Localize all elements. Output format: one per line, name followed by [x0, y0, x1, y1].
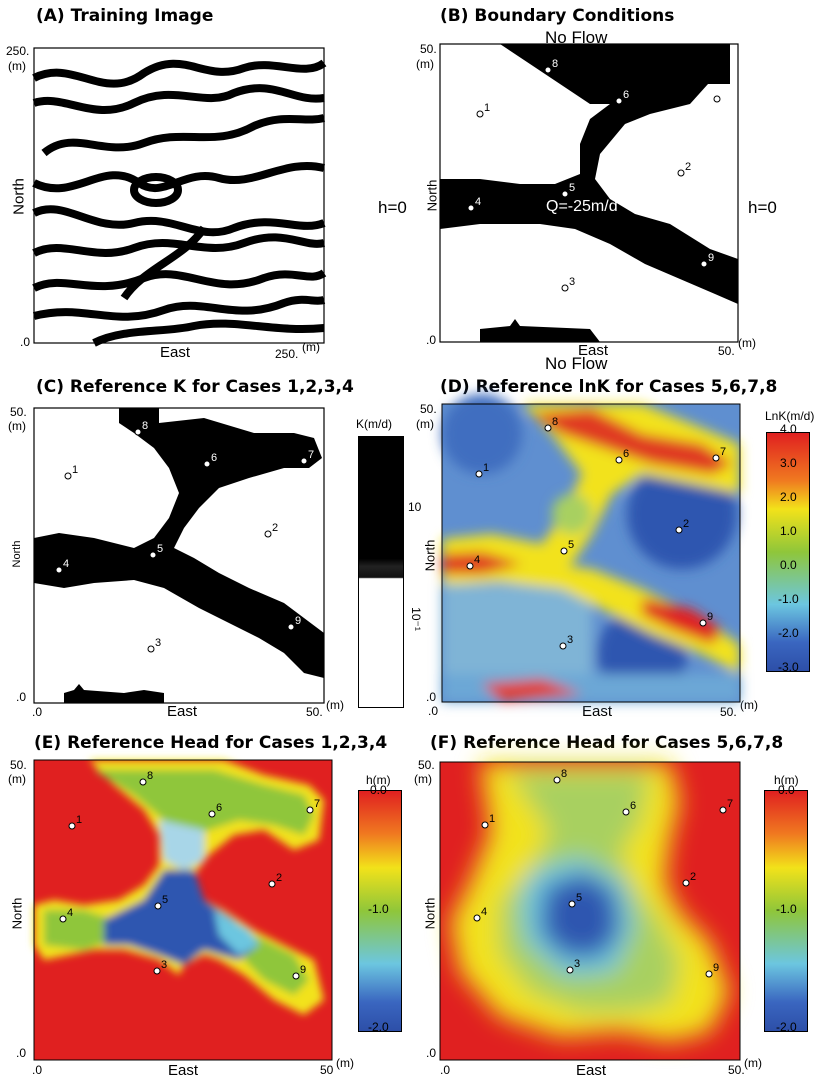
panel-c-colorbar-title: K(m/d): [356, 417, 392, 431]
panel-f-ytick-unit: (m): [414, 772, 432, 786]
panel-a-title: (A) Training Image: [36, 6, 214, 26]
panel-a-ylabel: North: [10, 178, 28, 215]
panel-f-colorbar-tick-0: 0.0: [778, 783, 795, 797]
panel-d-colorbar-tick-4: 0.0: [780, 558, 797, 572]
reference-head-map-cases-1-4: [33, 759, 333, 1061]
panel-f-colorbar-title: h(m): [774, 773, 799, 787]
panel-c-colorbar-tick-high: 10: [408, 500, 422, 514]
panel-c-title: (C) Reference K for Cases 1,2,3,4: [36, 377, 354, 397]
panel-f-ytick-top: 50.: [418, 758, 435, 772]
panel-e-colorbar: [358, 790, 402, 1032]
panel-f-tick-zero: .0: [426, 1046, 437, 1060]
panel-b-right-boundary: h=0: [748, 198, 777, 217]
panel-b-tick-zero: .0: [426, 333, 437, 347]
panel-a-xtick-right: 250.: [275, 347, 299, 361]
panel-f-xtick-unit: (m): [744, 1056, 762, 1070]
panel-f-colorbar-tick-2: -2.0: [776, 1020, 797, 1034]
panel-e-colorbar-tick-0: 0.0: [370, 783, 387, 797]
panel-e-xtick-zero: .0: [32, 1063, 43, 1077]
panel-a-xlabel: East: [160, 344, 191, 361]
reference-k-map: [33, 407, 325, 704]
panel-e-colorbar-tick-1: -1.0: [368, 902, 389, 916]
panel-d-ytick-top: 50.: [420, 402, 437, 416]
panel-d-title: (D) Reference lnK for Cases 5,6,7,8: [440, 377, 778, 397]
panel-b-left-boundary: h=0: [378, 198, 407, 217]
panel-b-bottom-boundary: No Flow: [545, 354, 608, 373]
panel-b-xlabel: East: [578, 342, 609, 359]
panel-d-colorbar-title: LnK(m/d): [765, 409, 815, 423]
panel-f-xlabel: East: [576, 1062, 607, 1079]
panel-b-ytick-unit: (m): [416, 57, 434, 71]
panel-e-ytick-unit: (m): [8, 772, 26, 786]
panel-b-top-boundary: No Flow: [545, 28, 608, 47]
panel-d-colorbar-tick-3: 1.0: [780, 524, 797, 538]
panel-c-ytick-unit: (m): [8, 419, 26, 433]
training-image: [32, 47, 327, 347]
panel-e-colorbar-tick-2: -2.0: [368, 1020, 389, 1034]
panel-f-xtick-zero: .0: [440, 1063, 451, 1077]
panel-d-ylabel: North: [422, 539, 438, 572]
panel-b-xtick-unit: (m): [738, 336, 756, 350]
panel-f-title: (F) Reference Head for Cases 5,6,7,8: [430, 733, 784, 753]
panel-f-colorbar: [764, 790, 808, 1032]
panel-c-tick-zero: .0: [16, 690, 27, 704]
panel-e-ytick-top: 50.: [10, 758, 27, 772]
panel-c-xtick-right: 50.: [306, 705, 323, 719]
panel-c-xtick-zero: .0: [32, 705, 43, 719]
panel-d-colorbar-tick-7: -3.0: [778, 660, 799, 674]
panel-b-ytick-top: 50.: [420, 42, 437, 56]
panel-c-colorbar-tick-low: 10⁻¹: [408, 607, 423, 631]
panel-d-xtick-unit: (m): [740, 698, 758, 712]
panel-d-colorbar: [766, 432, 810, 672]
reference-head-map-cases-5-8: [439, 761, 741, 1061]
panel-a-ytick-unit: (m): [8, 59, 26, 73]
panel-e-tick-zero: .0: [16, 1046, 27, 1060]
panel-c-colorbar: [358, 436, 404, 708]
panel-e-ylabel: North: [9, 897, 25, 930]
panel-a-tick-zero: .0: [20, 335, 31, 349]
panel-c-xlabel: East: [167, 703, 198, 720]
panel-e-xtick-unit: (m): [336, 1056, 354, 1070]
panel-c-ylabel: North: [11, 540, 23, 568]
panel-c-ytick-top: 50.: [10, 405, 27, 419]
reference-lnk-map: [441, 394, 741, 703]
panel-d-colorbar-tick-2: 2.0: [780, 490, 797, 504]
panel-d-xlabel: East: [582, 703, 613, 720]
boundary-conditions-map: [439, 43, 739, 343]
panel-c-xtick-unit: (m): [326, 698, 344, 712]
panel-b-xtick-right: 50.: [718, 344, 735, 358]
panel-d-colorbar-tick-0: 4.0: [780, 422, 797, 436]
panel-d-ytick-unit: (m): [416, 417, 434, 431]
panel-d-xtick-zero: .0: [428, 704, 439, 718]
panel-e-xtick-right: 50: [320, 1063, 334, 1077]
panel-b-title: (B) Boundary Conditions: [440, 6, 675, 26]
panel-d-colorbar-tick-1: 3.0: [780, 456, 797, 470]
panel-f-ylabel: North: [422, 897, 438, 930]
panel-a-ytick-top: 250.: [6, 44, 30, 58]
panel-d-xtick-right: 50.: [720, 705, 737, 719]
panel-f-colorbar-tick-1: -1.0: [776, 902, 797, 916]
panel-b-pumping-label: Q=-25m/d: [546, 198, 618, 215]
panel-e-title: (E) Reference Head for Cases 1,2,3,4: [34, 733, 388, 753]
panel-e-colorbar-title: h(m): [366, 773, 391, 787]
panel-d-tick-zero: .0: [426, 690, 437, 704]
panel-d-colorbar-tick-6: -2.0: [778, 626, 799, 640]
panel-d-colorbar-tick-5: -1.0: [778, 592, 799, 606]
panel-f-xtick-right: 50.: [728, 1063, 745, 1077]
panel-e-xlabel: East: [168, 1062, 199, 1079]
panel-b-ylabel: North: [424, 179, 440, 212]
